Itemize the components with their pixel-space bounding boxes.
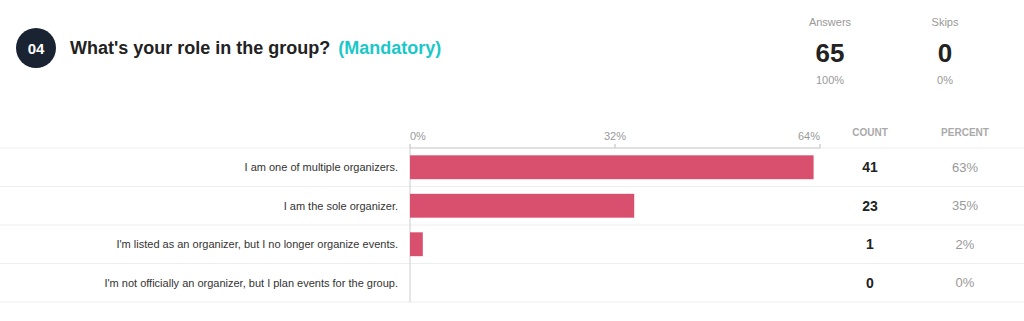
- count-label: 23: [862, 198, 878, 214]
- x-axis: [410, 148, 820, 149]
- badge: [16, 28, 56, 68]
- data-label: 35%: [952, 198, 978, 213]
- bar: [410, 271, 411, 295]
- row-separator: [0, 186, 1024, 187]
- tick-label: 64%: [798, 130, 820, 142]
- data-label: 63%: [952, 160, 978, 175]
- row-separator: [0, 302, 1024, 303]
- stat-label: Answers: [809, 16, 852, 28]
- data-label: 2%: [956, 237, 975, 252]
- bar: [410, 194, 634, 218]
- count-label: 41: [862, 159, 878, 175]
- bars: [410, 155, 814, 256]
- subtitle: (Mandatory): [338, 38, 441, 58]
- question-number: 04: [28, 40, 45, 57]
- bar: [410, 232, 423, 256]
- stat-percent: 100%: [816, 74, 844, 86]
- row-separator: [0, 225, 1024, 226]
- stat-label: Skips: [932, 16, 959, 28]
- tick: [615, 144, 616, 148]
- tick: [410, 144, 411, 148]
- chart: 04 What's your role in the group? (Mandato…: [0, 0, 1024, 321]
- category-label: I'm not officially an organizer, but I p…: [104, 277, 398, 289]
- stat-value: 65: [816, 38, 845, 68]
- column-header: COUNT: [852, 127, 888, 138]
- column-header: PERCENT: [941, 127, 989, 138]
- count-label: 1: [866, 236, 874, 252]
- category-label: I am one of multiple organizers.: [245, 161, 398, 173]
- category-label: I am the sole organizer.: [284, 200, 398, 212]
- count-label: 0: [866, 275, 874, 291]
- category-label: I'm listed as an organizer, but I no lon…: [116, 238, 398, 250]
- stat-percent: 0%: [937, 74, 953, 86]
- tick-label: 32%: [604, 130, 626, 142]
- stat-value: 0: [938, 38, 952, 68]
- data-label: 0%: [956, 275, 975, 290]
- row-separator: [0, 148, 1024, 149]
- tick: [820, 144, 821, 148]
- row-separator: [0, 263, 1024, 264]
- tick-label: 0%: [410, 130, 426, 142]
- title: What's your role in the group?: [70, 38, 330, 58]
- bar: [410, 155, 814, 179]
